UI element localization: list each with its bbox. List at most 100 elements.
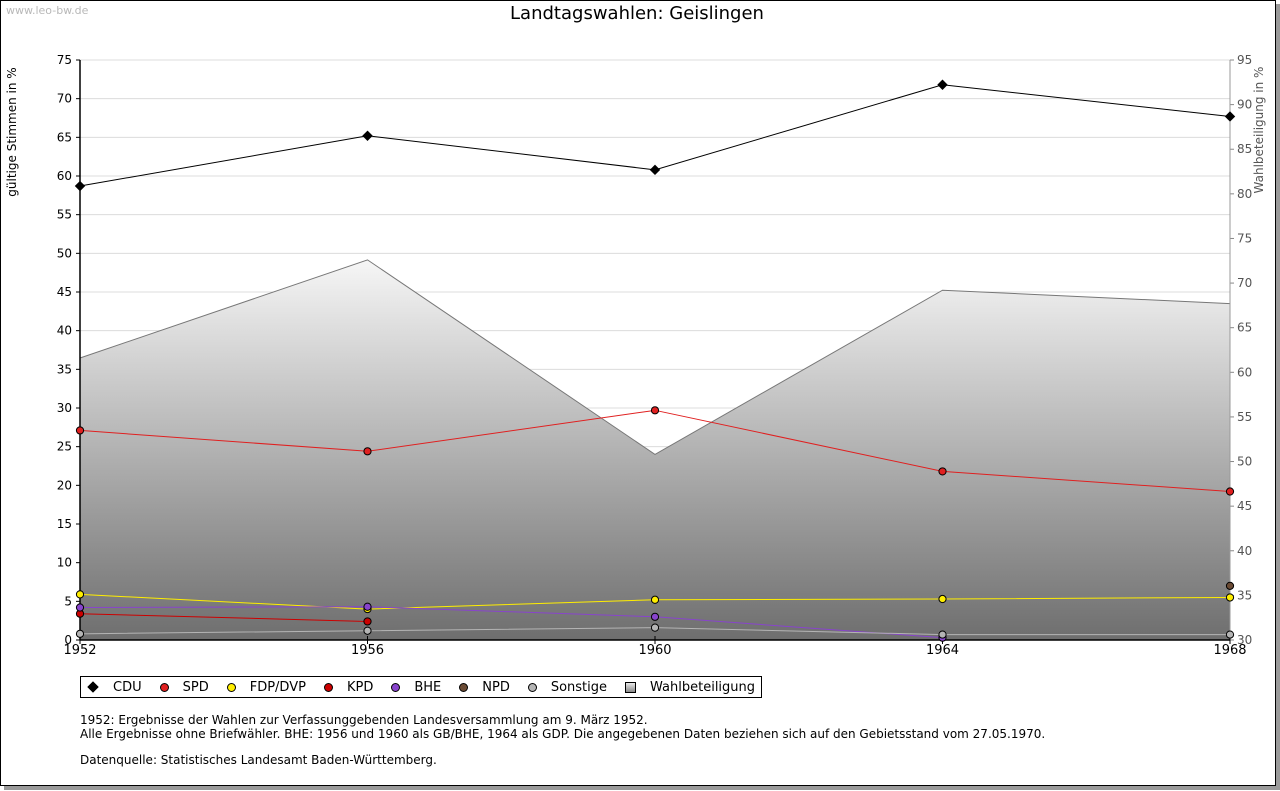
y-tick-label: 20 — [57, 478, 72, 492]
y-tick-label: 15 — [57, 517, 72, 531]
legend-item: Sonstige — [527, 679, 608, 695]
y-tick-label: 10 — [57, 556, 72, 570]
line-chart: 0 5 10 15 20 25 30 35 40 45 50 55 60 65 70 75 30 35 40 45 50… — [5, 53, 1266, 658]
data-point — [75, 629, 85, 638]
x-tick-label: 1968 — [1213, 643, 1246, 658]
y-tick-label: 75 — [57, 53, 72, 67]
data-point — [363, 602, 372, 611]
y-tick-label: 55 — [57, 208, 72, 222]
series-line — [79, 606, 943, 639]
data-point — [938, 594, 947, 604]
data-point — [650, 612, 660, 621]
legend-marker — [625, 681, 637, 693]
legend-marker — [459, 682, 469, 692]
legend-item: FDP/DVP — [226, 679, 306, 695]
note-line-1: 1952: Ergebnisse der Wahlen zur Verfassu… — [80, 713, 648, 727]
legend-item: Wahlbeteiligung — [625, 680, 755, 695]
legend-label: NPD — [482, 679, 510, 695]
legend-label: CDU — [113, 679, 142, 695]
turnout-line — [79, 259, 1231, 455]
legend-label: BHE — [414, 679, 442, 695]
x-tick-label: 1952 — [63, 643, 96, 658]
legend-marker — [226, 682, 236, 692]
y2-tick-label: 55 — [1237, 410, 1252, 424]
y-tick-label: 50 — [57, 246, 72, 260]
y-tick-label: 60 — [57, 169, 72, 183]
y2-tick-label: 65 — [1237, 321, 1252, 335]
series-line — [79, 613, 368, 622]
x-tick-label: 1956 — [351, 643, 384, 658]
y-tick-label: 0 — [64, 633, 72, 647]
y2-tick-label: 40 — [1237, 544, 1252, 558]
legend-marker — [323, 682, 333, 692]
watermark: www.leo-bw.de — [6, 4, 89, 17]
legend-item: BHE — [391, 680, 441, 695]
legend-marker — [391, 682, 401, 692]
data-point — [938, 630, 947, 639]
x-tick-label: 1964 — [926, 643, 959, 658]
y-tick-label: 65 — [57, 130, 72, 144]
data-point — [1225, 581, 1235, 590]
y2-tick-label: 30 — [1237, 633, 1252, 647]
data-point — [1224, 111, 1236, 122]
legend: CDU SPD FDP/DVP KPD BHE NPD Sonstige Wahlbeteil… — [80, 676, 763, 698]
note-line-2: Alle Ergebnisse ohne Briefwähler. BHE: 1… — [80, 727, 1046, 741]
legend-label: Wahlbeteiligung — [650, 679, 756, 695]
data-point — [363, 617, 372, 626]
data-point — [650, 406, 660, 415]
series — [74, 79, 1236, 642]
data-point — [1225, 630, 1235, 639]
y-tick-label: 45 — [57, 285, 72, 299]
y2-tick-label: 90 — [1237, 98, 1252, 112]
y-tick-label: 5 — [64, 594, 72, 608]
y2-tick-label: 45 — [1237, 499, 1252, 513]
turnout-area — [79, 259, 1231, 640]
data-point — [650, 623, 660, 632]
data-point — [363, 447, 372, 456]
legend-marker — [159, 682, 169, 692]
y-tick-label: 30 — [57, 401, 72, 415]
chart-title: Landtagswahlen: Geislingen — [510, 3, 764, 24]
y2-tick-label: 80 — [1237, 187, 1252, 201]
legend-item: NPD — [459, 680, 510, 695]
y2-tick-label: 35 — [1237, 588, 1252, 602]
x-tick-label: 1960 — [638, 643, 671, 658]
legend-label: KPD — [346, 679, 374, 695]
legend-item: CDU — [87, 680, 142, 695]
data-point — [362, 130, 373, 141]
data-source: Datenquelle: Statistisches Landesamt Bad… — [80, 753, 437, 767]
y2-tick-label: 70 — [1237, 276, 1252, 290]
y2-tick-label: 95 — [1237, 53, 1252, 67]
data-point — [1225, 487, 1235, 496]
y2-tick-label: 75 — [1237, 231, 1252, 245]
y2-tick-label: 85 — [1237, 142, 1252, 156]
legend-label: SPD — [182, 679, 209, 695]
y2-axis-label: Wahlbeteiligung in % — [1252, 67, 1266, 194]
y-tick-label: 35 — [57, 362, 72, 376]
data-point — [75, 603, 85, 612]
data-point — [363, 626, 372, 635]
y-tick-label: 70 — [57, 92, 72, 106]
axes: 0 5 10 15 20 25 30 35 40 45 50 55 60 65 70 75 30 35 40 45 50… — [57, 53, 1253, 658]
y-axis-label: gültige Stimmen in % — [5, 67, 19, 196]
data-point — [1225, 593, 1235, 602]
data-point — [937, 79, 948, 90]
legend-item: SPD — [159, 679, 209, 695]
y-tick-label: 25 — [57, 440, 72, 454]
legend-label: Sonstige — [550, 679, 608, 695]
legend-label: FDP/DVP — [249, 679, 306, 695]
legend-item: KPD — [323, 679, 374, 695]
y2-tick-label: 50 — [1237, 455, 1252, 469]
turnout-area-fill — [80, 259, 1230, 640]
y-tick-label: 40 — [57, 324, 72, 338]
data-point — [650, 595, 660, 604]
notes: 1952: Ergebnisse der Wahlen zur Verfassu… — [80, 713, 1045, 767]
data-point — [75, 590, 85, 599]
data-point — [74, 180, 86, 192]
data-point — [75, 426, 85, 435]
y2-tick-label: 60 — [1237, 365, 1252, 379]
legend-marker — [527, 682, 537, 692]
legend-marker — [87, 681, 99, 693]
data-point — [649, 164, 661, 176]
data-point — [938, 467, 947, 476]
